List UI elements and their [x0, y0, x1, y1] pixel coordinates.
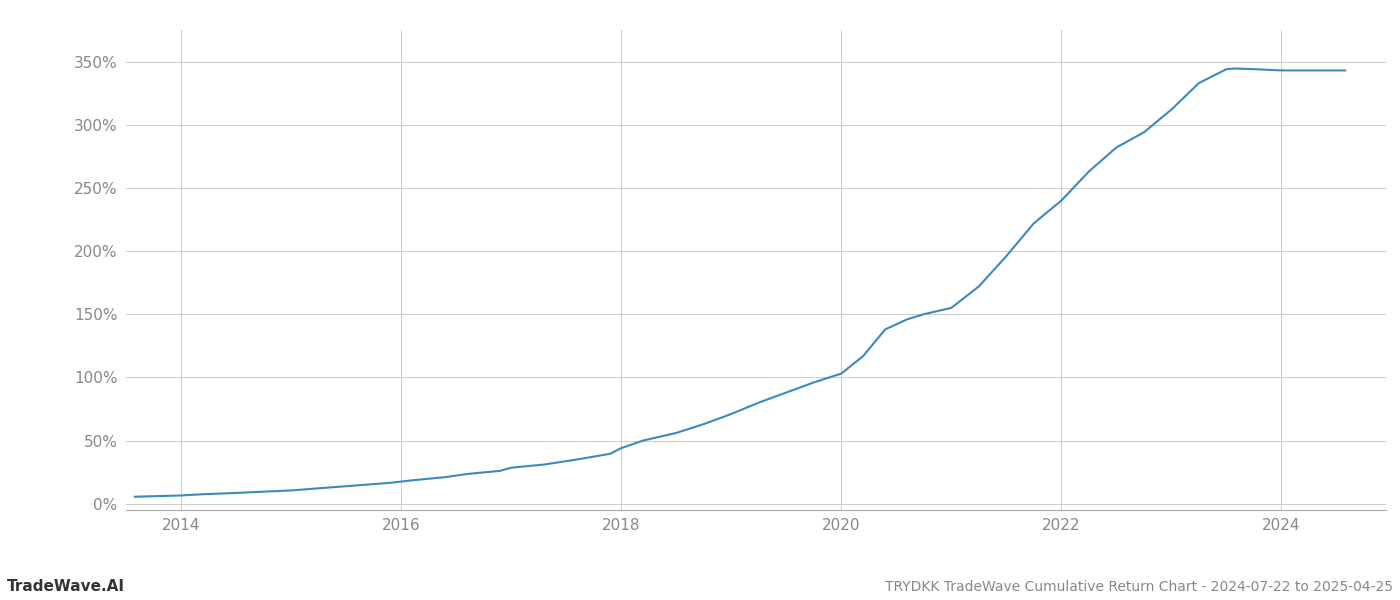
Text: TradeWave.AI: TradeWave.AI	[7, 579, 125, 594]
Text: TRYDKK TradeWave Cumulative Return Chart - 2024-07-22 to 2025-04-25: TRYDKK TradeWave Cumulative Return Chart…	[885, 580, 1393, 594]
